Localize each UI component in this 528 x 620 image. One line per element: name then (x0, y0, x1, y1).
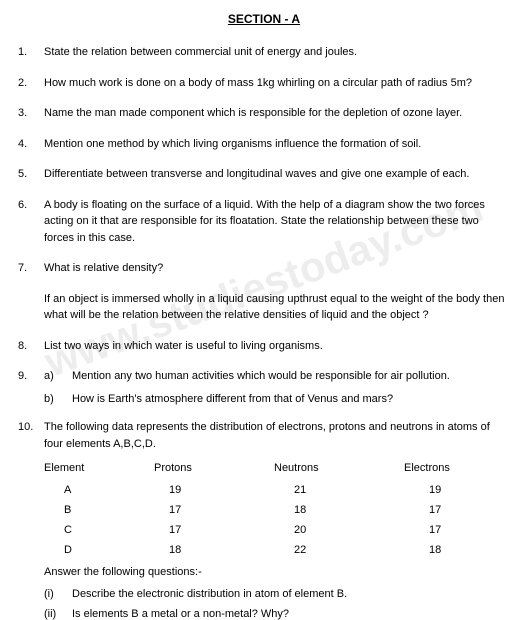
question-row: 8. List two ways in which water is usefu… (18, 338, 510, 355)
table-header: Element (44, 462, 154, 474)
question-row: 3. Name the man made component which is … (18, 105, 510, 122)
question-row: 9. a) Mention any two human activities w… (18, 368, 510, 413)
answer-sub-row: (ii) Is elements B a metal or a non-meta… (44, 608, 510, 620)
question-row: 2. How much work is done on a body of ma… (18, 75, 510, 92)
table-cell: 21 (274, 484, 404, 496)
question-row: 5. Differentiate between transverse and … (18, 166, 510, 183)
question-text: Mention one method by which living organ… (44, 136, 510, 153)
sub-text: Is elements B a metal or a non-metal? Wh… (72, 608, 510, 620)
question-text: List two ways in which water is useful t… (44, 338, 510, 355)
table-header: Electrons (404, 462, 494, 474)
question-row: 7. What is relative density? (18, 260, 510, 277)
question-body: a) Mention any two human activities whic… (44, 368, 510, 413)
question-number: 5. (18, 166, 44, 183)
table-cell: C (44, 524, 154, 536)
question-number: 4. (18, 136, 44, 153)
question-number: 6. (18, 197, 44, 247)
table-cell: 17 (154, 524, 274, 536)
question-number: 10. (18, 419, 44, 452)
table-cell: 19 (404, 484, 494, 496)
answer-intro: Answer the following questions:- (44, 566, 510, 578)
question-text: Differentiate between transverse and lon… (44, 166, 510, 183)
question-number: 9. (18, 368, 44, 413)
question-text: Name the man made component which is res… (44, 105, 510, 122)
section-title: SECTION - A (18, 12, 510, 26)
sub-text: How is Earth's atmosphere different from… (72, 391, 510, 408)
question-row: 6. A body is floating on the surface of … (18, 197, 510, 247)
table-cell: 17 (404, 504, 494, 516)
table-cell: 17 (404, 524, 494, 536)
sub-question-row: b) How is Earth's atmosphere different f… (44, 391, 510, 408)
table-header: Neutrons (274, 462, 404, 474)
sub-label: (ii) (44, 608, 72, 620)
table-header-row: Element Protons Neutrons Electrons (44, 462, 510, 474)
table-cell: 18 (154, 544, 274, 556)
table-row: C 17 20 17 (44, 524, 510, 536)
question-text: How much work is done on a body of mass … (44, 75, 510, 92)
question-number: 1. (18, 44, 44, 61)
table-row: B 17 18 17 (44, 504, 510, 516)
question-row: 1. State the relation between commercial… (18, 44, 510, 61)
question-extra-text: If an object is immersed wholly in a liq… (44, 291, 510, 324)
table-cell: 19 (154, 484, 274, 496)
question-number: 7. (18, 260, 44, 277)
data-table: Element Protons Neutrons Electrons A 19 … (44, 462, 510, 556)
question-number: 2. (18, 75, 44, 92)
page-content: SECTION - A 1. State the relation betwee… (18, 12, 510, 620)
question-text: A body is floating on the surface of a l… (44, 197, 510, 247)
table-row: D 18 22 18 (44, 544, 510, 556)
question-text: What is relative density? (44, 260, 510, 277)
table-cell: 17 (154, 504, 274, 516)
table-cell: 18 (404, 544, 494, 556)
table-row: A 19 21 19 (44, 484, 510, 496)
question-number: 8. (18, 338, 44, 355)
table-header: Protons (154, 462, 274, 474)
sub-label: (i) (44, 588, 72, 600)
table-cell: B (44, 504, 154, 516)
table-cell: A (44, 484, 154, 496)
table-cell: 18 (274, 504, 404, 516)
question-text: State the relation between commercial un… (44, 44, 510, 61)
question-text: The following data represents the distri… (44, 419, 510, 452)
table-cell: D (44, 544, 154, 556)
sub-label: b) (44, 391, 72, 408)
table-cell: 20 (274, 524, 404, 536)
sub-text: Mention any two human activities which w… (72, 368, 510, 385)
sub-question-row: a) Mention any two human activities whic… (44, 368, 510, 385)
question-row: 10. The following data represents the di… (18, 419, 510, 452)
sub-label: a) (44, 368, 72, 385)
sub-text: Describe the electronic distribution in … (72, 588, 510, 600)
answer-sub-row: (i) Describe the electronic distribution… (44, 588, 510, 600)
question-number: 3. (18, 105, 44, 122)
table-cell: 22 (274, 544, 404, 556)
question-row: 4. Mention one method by which living or… (18, 136, 510, 153)
